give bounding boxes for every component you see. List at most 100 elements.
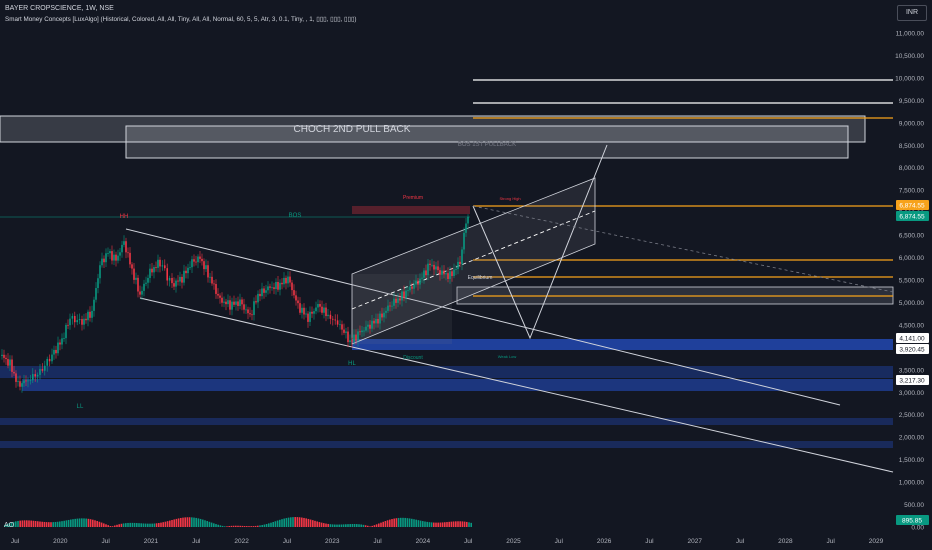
candle-body (155, 267, 157, 268)
candle-body (151, 268, 153, 273)
candle-body (32, 374, 34, 381)
ao-bar (45, 522, 48, 527)
ao-bar (397, 517, 400, 527)
candle-body (351, 340, 353, 342)
candle-body (361, 330, 363, 333)
ao-bar (272, 521, 274, 527)
candle-body (243, 304, 245, 310)
indicator-title[interactable]: Smart Money Concepts [LuxAlgo] (Historic… (5, 16, 357, 23)
candle-body (139, 291, 141, 295)
ao-bar (175, 518, 178, 527)
time-axis[interactable]: Jul 2020 Jul 2021 Jul 2022 Jul 2023 Jul 2024 Jul 20… (11, 538, 884, 545)
ao-bar (52, 522, 54, 527)
price-tick-label: 8,000.00 (899, 165, 925, 172)
ao-bar (208, 521, 211, 527)
ao-bar (61, 521, 63, 527)
price-tick-label: 3,000.00 (899, 390, 925, 397)
demand-zone-4 (0, 441, 893, 448)
currency-selector[interactable]: INR (897, 5, 927, 21)
ao-bar (76, 518, 79, 527)
ao-bar (452, 521, 455, 527)
candle-body (253, 301, 255, 315)
candle-body (377, 318, 379, 324)
price-axis[interactable]: 11,000.00 10,500.00 10,000.00 9,500.00 9,000… (895, 31, 924, 532)
symbol-title[interactable]: BAYER CROPSCIENCE, 1W, NSE (5, 5, 114, 12)
candle-body (285, 277, 287, 284)
ao-bar (450, 521, 453, 527)
candle-body (195, 261, 197, 263)
candle-body (461, 249, 463, 265)
candle-body (76, 320, 78, 323)
candle-body (19, 381, 21, 387)
candle-body (93, 299, 95, 311)
candle-body (363, 330, 365, 332)
candle-body (241, 299, 243, 305)
ao-bar (292, 517, 294, 527)
candle-body (229, 300, 231, 310)
candle-body (197, 256, 199, 263)
candle-body (27, 380, 29, 382)
candle-body (305, 313, 307, 315)
time-tick-label: 2024 (416, 538, 431, 545)
candle-body (291, 282, 293, 291)
price-tick-label: 6,000.00 (899, 255, 925, 262)
candle-body (301, 307, 303, 313)
ao-bar (268, 523, 270, 527)
time-tick-label: 2022 (234, 538, 249, 545)
ao-bar (389, 519, 391, 527)
candle-body (457, 261, 459, 269)
demand-zone-3 (0, 418, 893, 425)
candle-body (311, 311, 313, 314)
ao-bar (147, 523, 149, 527)
time-tick-label: Jul (283, 538, 292, 545)
ao-bar (43, 521, 46, 527)
candle-body (175, 280, 177, 287)
ao-bar (103, 523, 105, 527)
ao-bar (169, 520, 171, 527)
candle-body (217, 293, 219, 296)
ao-histogram (4, 517, 472, 527)
discount-zone (352, 339, 893, 350)
candle-body (439, 270, 441, 275)
ao-bar (131, 522, 134, 527)
candle-body (309, 311, 311, 322)
price-tick-label: 10,000.00 (895, 75, 924, 82)
candle-body (391, 305, 393, 307)
ao-bar (180, 517, 182, 527)
ao-bar (336, 524, 338, 527)
ao-bar (144, 523, 147, 527)
price-badge-label: 6,874.55 (899, 214, 925, 221)
ao-bar (430, 522, 433, 527)
ao-bar (290, 517, 292, 527)
price-badge (896, 375, 929, 385)
ao-bar (202, 519, 204, 527)
ao-bar (217, 524, 219, 527)
ao-bar (191, 517, 193, 527)
candle-body (127, 252, 129, 254)
ao-bar (72, 519, 74, 527)
ao-bar (153, 523, 156, 527)
candle-body (271, 287, 273, 289)
candle-body (347, 331, 349, 343)
premium-label: Premium (403, 195, 423, 201)
candle-body (13, 371, 15, 374)
ao-bar (391, 519, 393, 527)
candle-body (109, 251, 111, 254)
ao-bar (34, 521, 37, 527)
ao-bar (118, 524, 120, 527)
candle-body (437, 266, 439, 271)
ao-bar (422, 521, 424, 527)
price-tick-label: 6,500.00 (899, 233, 925, 240)
price-tick-label: 5,000.00 (899, 300, 925, 307)
candle-body (207, 265, 209, 278)
price-tick-label: 9,000.00 (899, 120, 925, 127)
candle-body (133, 268, 135, 280)
candle-body (233, 301, 235, 305)
candle-body (267, 286, 269, 291)
ao-bar (83, 518, 85, 527)
ao-bar (4, 524, 6, 527)
candle-body (61, 338, 63, 345)
ao-bar (87, 518, 90, 527)
ao-bar (448, 521, 450, 527)
